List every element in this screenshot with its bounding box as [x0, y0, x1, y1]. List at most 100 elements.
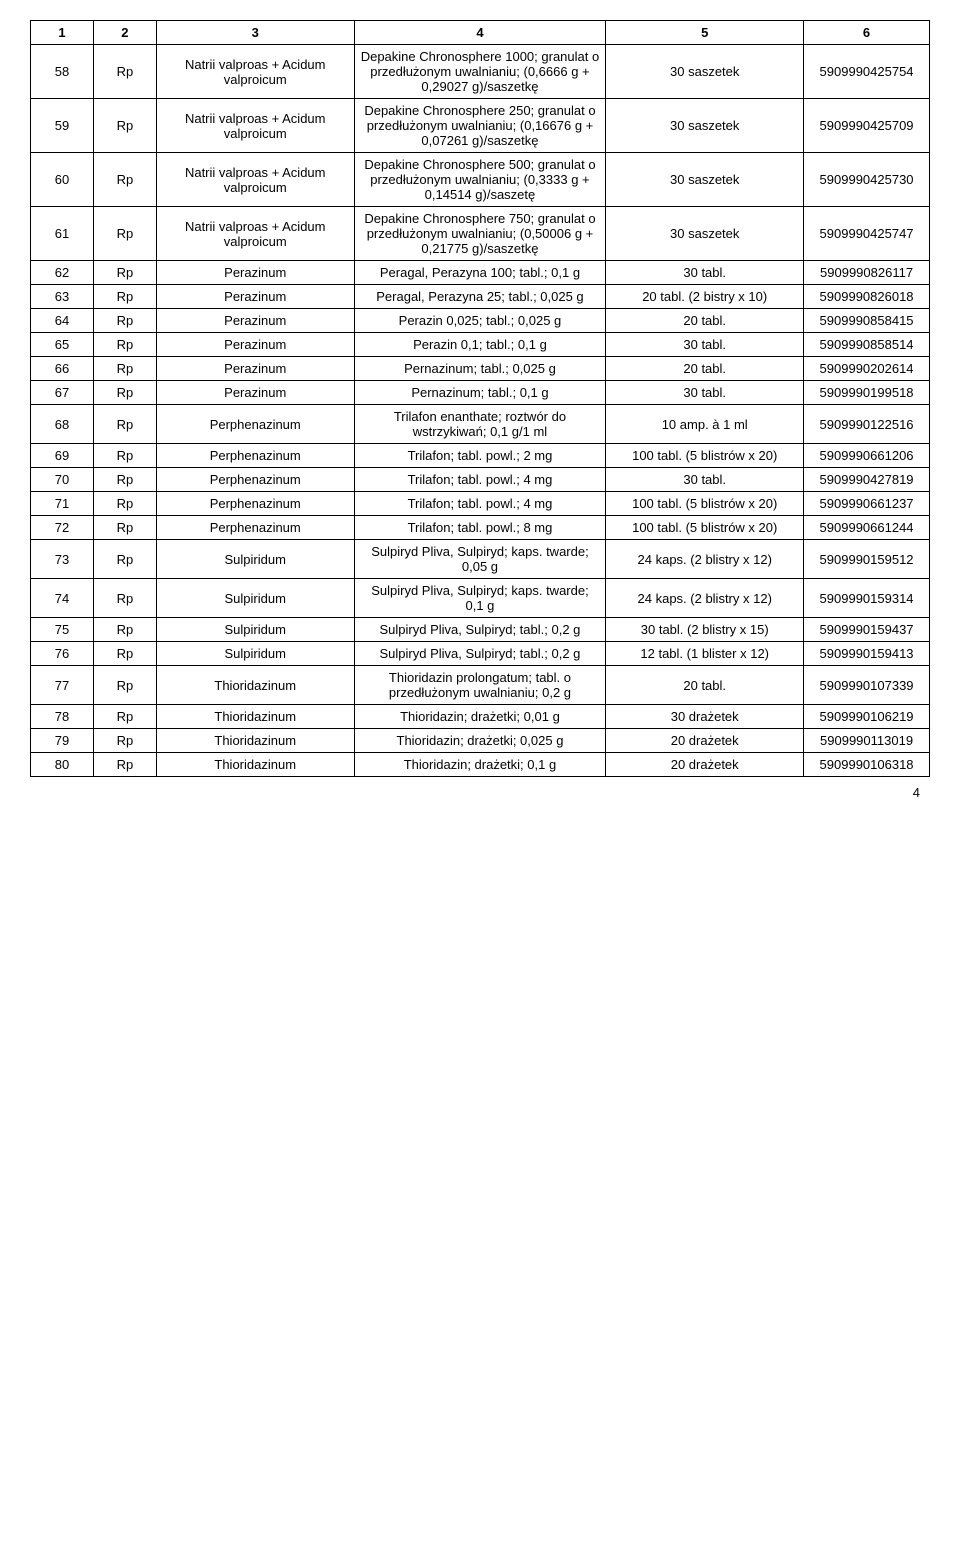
table-cell: Natrii valproas + Acidum valproicum [156, 207, 354, 261]
table-cell: 5909990858415 [804, 309, 930, 333]
table-cell: 30 tabl. [606, 381, 804, 405]
table-row: 58RpNatrii valproas + Acidum valproicumD… [31, 45, 930, 99]
table-cell: Thioridazin; drażetki; 0,1 g [354, 753, 606, 777]
table-cell: 5909990858514 [804, 333, 930, 357]
table-cell: 76 [31, 642, 94, 666]
table-cell: Rp [93, 729, 156, 753]
table-cell: Rp [93, 207, 156, 261]
table-cell: 5909990826018 [804, 285, 930, 309]
table-cell: Perphenazinum [156, 444, 354, 468]
table-cell: Thioridazinum [156, 729, 354, 753]
table-cell: Rp [93, 381, 156, 405]
table-row: 64RpPerazinumPerazin 0,025; tabl.; 0,025… [31, 309, 930, 333]
table-cell: Perazinum [156, 285, 354, 309]
table-cell: 67 [31, 381, 94, 405]
table-cell: Rp [93, 285, 156, 309]
table-cell: Rp [93, 333, 156, 357]
table-row: 69RpPerphenazinumTrilafon; tabl. powl.; … [31, 444, 930, 468]
table-row: 78RpThioridazinumThioridazin; drażetki; … [31, 705, 930, 729]
table-cell: 30 saszetek [606, 153, 804, 207]
table-cell: Natrii valproas + Acidum valproicum [156, 153, 354, 207]
table-row: 62RpPerazinumPeragal, Perazyna 100; tabl… [31, 261, 930, 285]
table-cell: Rp [93, 666, 156, 705]
table-cell: Rp [93, 261, 156, 285]
table-cell: Rp [93, 705, 156, 729]
table-cell: 5909990425747 [804, 207, 930, 261]
table-cell: 65 [31, 333, 94, 357]
table-cell: 100 tabl. (5 blistrów x 20) [606, 516, 804, 540]
header-col-1: 1 [31, 21, 94, 45]
table-cell: 5909990159512 [804, 540, 930, 579]
table-row: 60RpNatrii valproas + Acidum valproicumD… [31, 153, 930, 207]
table-row: 68RpPerphenazinumTrilafon enanthate; roz… [31, 405, 930, 444]
table-cell: Sulpiryd Pliva, Sulpiryd; tabl.; 0,2 g [354, 642, 606, 666]
table-row: 67RpPerazinumPernazinum; tabl.; 0,1 g30 … [31, 381, 930, 405]
table-cell: 73 [31, 540, 94, 579]
table-cell: Perazinum [156, 261, 354, 285]
table-row: 61RpNatrii valproas + Acidum valproicumD… [31, 207, 930, 261]
header-col-4: 4 [354, 21, 606, 45]
table-cell: 5909990425730 [804, 153, 930, 207]
table-cell: 66 [31, 357, 94, 381]
table-cell: Rp [93, 405, 156, 444]
table-row: 63RpPerazinumPeragal, Perazyna 25; tabl.… [31, 285, 930, 309]
table-cell: 5909990661237 [804, 492, 930, 516]
table-row: 71RpPerphenazinumTrilafon; tabl. powl.; … [31, 492, 930, 516]
table-cell: Perazinum [156, 357, 354, 381]
table-cell: Sulpiridum [156, 540, 354, 579]
header-col-5: 5 [606, 21, 804, 45]
table-cell: Depakine Chronosphere 1000; granulat o p… [354, 45, 606, 99]
table-row: 65RpPerazinumPerazin 0,1; tabl.; 0,1 g30… [31, 333, 930, 357]
header-col-3: 3 [156, 21, 354, 45]
table-cell: 20 tabl. [606, 309, 804, 333]
table-cell: Thioridazinum [156, 666, 354, 705]
table-row: 73RpSulpiridumSulpiryd Pliva, Sulpiryd; … [31, 540, 930, 579]
table-cell: 75 [31, 618, 94, 642]
table-row: 79RpThioridazinumThioridazin; drażetki; … [31, 729, 930, 753]
table-cell: 20 drażetek [606, 729, 804, 753]
table-row: 72RpPerphenazinumTrilafon; tabl. powl.; … [31, 516, 930, 540]
table-cell: Perazin 0,1; tabl.; 0,1 g [354, 333, 606, 357]
table-cell: 5909990159413 [804, 642, 930, 666]
table-cell: Rp [93, 468, 156, 492]
table-cell: 5909990826117 [804, 261, 930, 285]
table-cell: Rp [93, 642, 156, 666]
table-cell: Pernazinum; tabl.; 0,025 g [354, 357, 606, 381]
table-cell: Thioridazinum [156, 705, 354, 729]
table-cell: 60 [31, 153, 94, 207]
table-cell: Sulpiryd Pliva, Sulpiryd; kaps. twarde; … [354, 579, 606, 618]
table-body: 58RpNatrii valproas + Acidum valproicumD… [31, 45, 930, 777]
table-cell: Sulpiryd Pliva, Sulpiryd; tabl.; 0,2 g [354, 618, 606, 642]
table-cell: Trilafon enanthate; roztwór do wstrzykiw… [354, 405, 606, 444]
table-cell: 80 [31, 753, 94, 777]
table-cell: Sulpiridum [156, 642, 354, 666]
table-cell: Rp [93, 753, 156, 777]
table-cell: 30 tabl. (2 blistry x 15) [606, 618, 804, 642]
header-col-2: 2 [93, 21, 156, 45]
table-cell: Thioridazinum [156, 753, 354, 777]
table-cell: Sulpiryd Pliva, Sulpiryd; kaps. twarde; … [354, 540, 606, 579]
table-cell: 20 tabl. [606, 357, 804, 381]
table-cell: Peragal, Perazyna 100; tabl.; 0,1 g [354, 261, 606, 285]
table-cell: Depakine Chronosphere 500; granulat o pr… [354, 153, 606, 207]
table-cell: Depakine Chronosphere 250; granulat o pr… [354, 99, 606, 153]
table-cell: Thioridazin; drażetki; 0,025 g [354, 729, 606, 753]
table-row: 66RpPerazinumPernazinum; tabl.; 0,025 g2… [31, 357, 930, 381]
table-cell: 20 tabl. (2 bistry x 10) [606, 285, 804, 309]
table-cell: Perazin 0,025; tabl.; 0,025 g [354, 309, 606, 333]
table-cell: Natrii valproas + Acidum valproicum [156, 45, 354, 99]
table-cell: Rp [93, 309, 156, 333]
table-cell: Rp [93, 444, 156, 468]
table-cell: 30 drażetek [606, 705, 804, 729]
table-cell: 24 kaps. (2 blistry x 12) [606, 540, 804, 579]
table-cell: Rp [93, 540, 156, 579]
table-cell: Sulpiridum [156, 618, 354, 642]
table-header: 1 2 3 4 5 6 [31, 21, 930, 45]
medication-table: 1 2 3 4 5 6 58RpNatrii valproas + Acidum… [30, 20, 930, 777]
table-cell: 79 [31, 729, 94, 753]
table-cell: 78 [31, 705, 94, 729]
table-cell: Sulpiridum [156, 579, 354, 618]
table-cell: Rp [93, 579, 156, 618]
table-cell: Depakine Chronosphere 750; granulat o pr… [354, 207, 606, 261]
table-cell: Rp [93, 153, 156, 207]
